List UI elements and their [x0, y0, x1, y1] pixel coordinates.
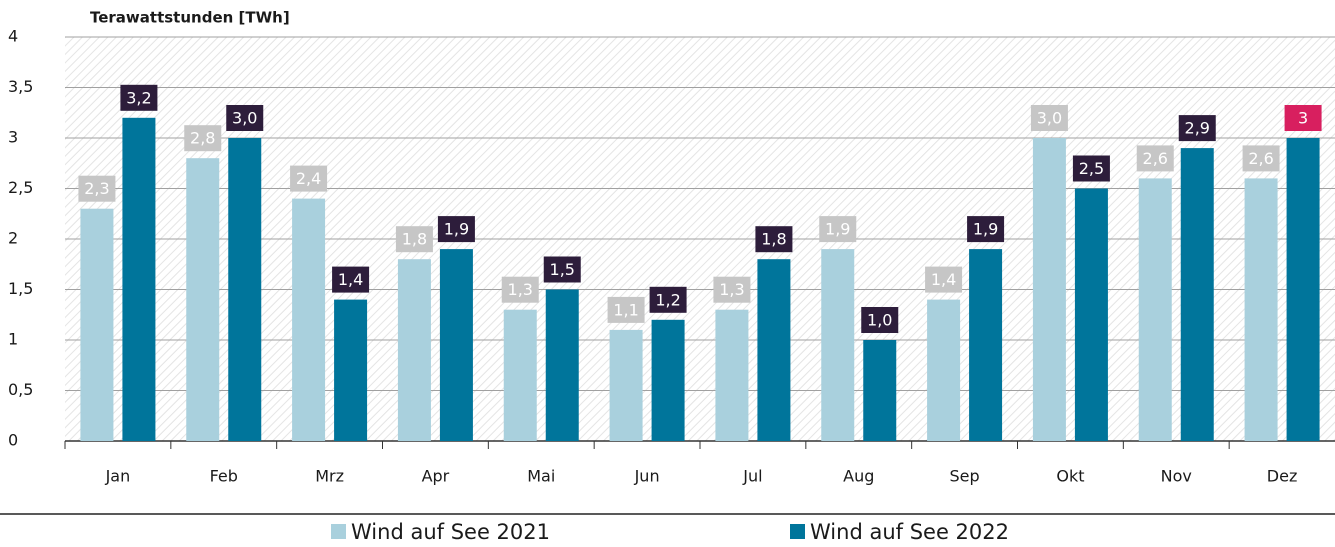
- bar: [969, 249, 1003, 441]
- y-tick-label: 1,5: [8, 279, 33, 298]
- value-label: 2,6: [1248, 149, 1273, 168]
- legend-label: Wind auf See 2022: [810, 520, 1009, 544]
- value-label: 1,8: [761, 230, 786, 249]
- bar: [1032, 138, 1066, 441]
- y-tick-label: 1: [8, 330, 18, 349]
- x-tick-label: Sep: [950, 467, 980, 486]
- legend-label: Wind auf See 2021: [351, 520, 550, 544]
- value-label-box: [649, 286, 687, 313]
- value-label-box: [437, 216, 475, 243]
- bar: [122, 117, 156, 442]
- value-label-box: [755, 226, 793, 253]
- x-tick-label: Aug: [843, 467, 874, 486]
- value-label: 2,6: [1143, 149, 1168, 168]
- x-tick-label: Feb: [210, 467, 238, 486]
- bar: [863, 340, 897, 441]
- bar: [397, 259, 431, 441]
- bar: [503, 309, 537, 441]
- value-label: 3,2: [126, 88, 151, 107]
- value-label-box: [713, 276, 751, 303]
- value-label-box: [925, 266, 963, 293]
- value-label-box: [1284, 105, 1322, 131]
- value-label-box: [226, 105, 264, 131]
- bar: [1180, 148, 1214, 441]
- y-tick-label: 2,5: [8, 178, 33, 197]
- bar: [821, 249, 855, 441]
- value-label: 1,3: [508, 280, 533, 299]
- value-label-box: [395, 226, 433, 253]
- value-label: 1,9: [444, 220, 469, 239]
- value-label: 1,3: [719, 280, 744, 299]
- bar: [292, 198, 326, 441]
- value-label-box: [967, 216, 1005, 243]
- value-label-box: [1242, 145, 1280, 172]
- value-label-box: [78, 175, 116, 202]
- x-tick-label: Jul: [742, 467, 762, 486]
- value-label-box: [1030, 105, 1068, 131]
- bar: [439, 249, 473, 441]
- bar: [545, 289, 579, 441]
- value-label: 2,8: [190, 129, 215, 148]
- value-label-box: [184, 125, 222, 152]
- value-label: 3,0: [1037, 109, 1062, 128]
- x-tick-label: Apr: [422, 467, 450, 486]
- value-label: 2,9: [1185, 119, 1210, 138]
- value-label: 2,3: [84, 179, 109, 198]
- value-label: 1,4: [931, 270, 956, 289]
- value-label: 1,8: [402, 230, 427, 249]
- legend-swatch: [790, 524, 805, 539]
- y-tick-label: 3,5: [8, 77, 33, 96]
- y-tick-label: 0: [8, 431, 18, 450]
- value-label: 1,9: [973, 220, 998, 239]
- bar: [927, 299, 961, 441]
- y-tick-label: 3: [8, 128, 18, 147]
- value-label: 2,5: [1079, 159, 1104, 178]
- x-tick-label: Okt: [1056, 467, 1084, 486]
- value-label-box: [543, 256, 581, 283]
- value-label-box: [607, 296, 645, 323]
- bar: [609, 329, 643, 441]
- x-tick-label: Nov: [1161, 467, 1192, 486]
- value-label-box: [1072, 155, 1110, 182]
- bar: [186, 158, 220, 441]
- value-label: 1,1: [613, 300, 638, 319]
- value-label-box: [120, 84, 158, 111]
- bar: [651, 319, 685, 441]
- y-tick-label: 0,5: [8, 380, 33, 399]
- y-tick-label: 2: [8, 229, 18, 248]
- y-axis-label: Terawattstunden [TWh]: [90, 9, 290, 27]
- value-label-box: [290, 165, 328, 192]
- value-label: 3: [1298, 109, 1308, 128]
- bar: [80, 208, 114, 441]
- x-tick-label: Dez: [1267, 467, 1298, 486]
- x-tick-label: Mrz: [315, 467, 344, 486]
- value-label-box: [332, 266, 370, 293]
- value-label-box: [1136, 145, 1174, 172]
- value-label-box: [861, 307, 899, 333]
- bar: [228, 138, 262, 441]
- x-tick-label: Mai: [527, 467, 555, 486]
- value-label: 1,0: [867, 311, 892, 330]
- value-label: 2,4: [296, 169, 321, 188]
- value-label: 1,4: [338, 270, 363, 289]
- bar: [715, 309, 749, 441]
- bar: [1286, 138, 1320, 441]
- bar: [1244, 178, 1278, 441]
- bar: [1074, 188, 1108, 441]
- value-label-box: [1178, 115, 1216, 142]
- legend-swatch: [331, 524, 346, 539]
- bar: [334, 299, 368, 441]
- x-tick-label: Jun: [634, 467, 660, 486]
- x-tick-label: Jan: [105, 467, 131, 486]
- value-label: 3,0: [232, 109, 257, 128]
- bar: [757, 259, 791, 441]
- value-label-box: [501, 276, 539, 303]
- bar: [1138, 178, 1172, 441]
- value-label: 1,9: [825, 220, 850, 239]
- value-label-box: [819, 216, 857, 243]
- y-tick-label: 4: [8, 27, 18, 46]
- value-label: 1,5: [550, 260, 575, 279]
- value-label: 1,2: [655, 290, 680, 309]
